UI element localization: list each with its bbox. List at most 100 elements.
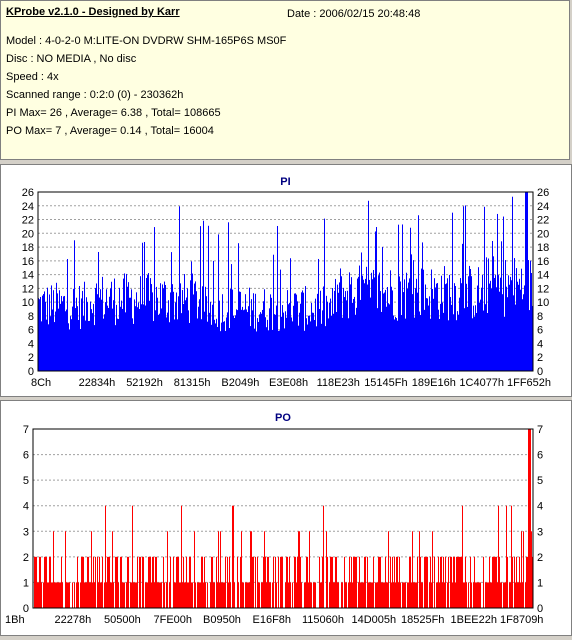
po-bar: [267, 556, 268, 608]
pi-bar: [43, 294, 44, 371]
pi-bar: [189, 322, 190, 371]
pi-bar: [230, 288, 231, 371]
pi-bar: [130, 297, 131, 371]
po-bar: [400, 582, 401, 608]
po-ytick-right: 3: [537, 526, 543, 538]
pi-bar: [452, 212, 453, 371]
pi-bar: [488, 258, 489, 371]
pi-bar: [150, 278, 151, 371]
scan-date: Date : 2006/02/15 20:48:48: [287, 8, 421, 20]
po-bar: [154, 582, 155, 608]
po-bar: [488, 582, 489, 608]
pi-bar: [52, 309, 53, 371]
po-bar: [304, 582, 305, 608]
po-bar: [252, 556, 253, 608]
pi-bar: [311, 302, 312, 371]
po-bar: [176, 556, 177, 608]
po-bar: [223, 582, 224, 608]
pi-bar: [143, 304, 144, 371]
pi-bar: [411, 254, 412, 371]
po-bar: [290, 582, 291, 608]
pi-bar: [469, 265, 470, 371]
pi-bar: [277, 225, 278, 371]
po-xtick: E16F8h: [253, 614, 292, 626]
pi-bar: [456, 320, 457, 371]
pi-bar: [290, 258, 291, 371]
pi-bar: [190, 280, 191, 371]
pi-bar: [255, 293, 256, 371]
po-bar: [386, 582, 387, 608]
pi-bar: [78, 319, 79, 371]
po-bar: [493, 556, 494, 608]
pi-bar: [44, 291, 45, 371]
pi-bar: [328, 318, 329, 371]
pi-ytick-right: 6: [537, 325, 543, 337]
pi-bar: [127, 286, 128, 371]
pi-bar: [210, 301, 211, 371]
po-bar: [326, 531, 327, 608]
po-bar: [203, 582, 204, 608]
po-bar: [382, 582, 383, 608]
po-bar: [86, 582, 87, 608]
pi-bar: [467, 306, 468, 371]
pi-bar: [417, 292, 418, 371]
po-bar: [232, 505, 233, 608]
po-bar: [216, 556, 217, 608]
po-bar: [57, 582, 58, 608]
pi-bar: [60, 303, 61, 371]
po-bar: [80, 582, 81, 608]
po-bar: [295, 556, 296, 608]
po-bar: [131, 582, 132, 608]
pi-bar: [348, 318, 349, 371]
pi-bar: [400, 281, 401, 371]
po-bar: [268, 556, 269, 608]
po-bar: [512, 556, 513, 608]
pi-bar: [214, 319, 215, 371]
po-bar: [280, 556, 281, 608]
pi-xtick: 8Ch: [31, 377, 51, 389]
po-bar: [158, 582, 159, 608]
po-bar: [224, 582, 225, 608]
po-bar: [107, 556, 108, 608]
pi-bar: [487, 313, 488, 371]
pi-bar: [213, 260, 214, 371]
pi-bar: [367, 284, 368, 371]
pi-bar: [415, 288, 416, 371]
pi-bar: [289, 302, 290, 371]
po-bar: [237, 556, 238, 608]
pi-bar: [512, 196, 513, 371]
po-bar: [294, 556, 295, 608]
pi-bar: [485, 304, 486, 371]
pi-bar: [138, 302, 139, 371]
pi-bar: [270, 294, 271, 371]
po-bar: [159, 582, 160, 608]
po-bar: [117, 556, 118, 608]
pi-bar: [239, 291, 240, 371]
po-bar: [308, 582, 309, 608]
pi-bar: [424, 309, 425, 371]
po-bar: [363, 582, 364, 608]
po-ytick-left: 0: [23, 603, 29, 615]
pi-bar: [444, 266, 445, 371]
po-bar: [253, 556, 254, 608]
po-bar: [34, 556, 35, 608]
pi-bar: [41, 321, 42, 371]
po-bar: [123, 582, 124, 608]
pi-bar: [406, 272, 407, 371]
pi-bar: [518, 284, 519, 371]
pi-bar: [455, 286, 456, 371]
po-bar: [89, 582, 90, 608]
pi-bar: [509, 284, 510, 371]
pi-bar: [212, 304, 213, 371]
pi-bar: [160, 283, 161, 371]
pi-bar: [247, 312, 248, 371]
po-bar: [487, 582, 488, 608]
pi-bar: [156, 286, 157, 371]
pi-bar: [98, 251, 99, 371]
po-bar: [499, 556, 500, 608]
pi-bar: [94, 325, 95, 371]
pi-bar: [93, 303, 94, 371]
pi-ytick-left: 8: [28, 311, 34, 323]
pi-bar: [85, 320, 86, 371]
po-ytick-left: 4: [23, 501, 29, 513]
